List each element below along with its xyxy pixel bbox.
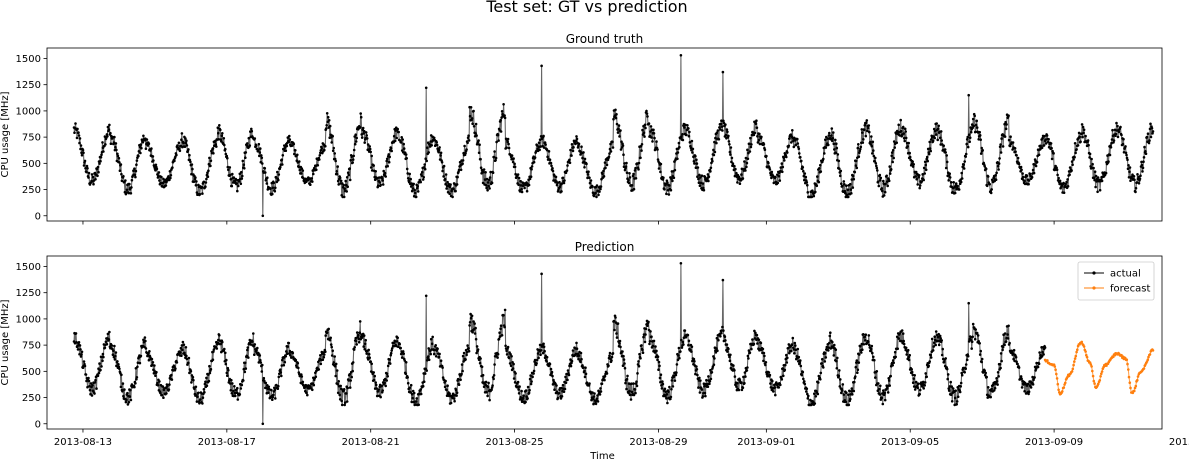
- x-tick-label: 2013-09-13: [1169, 437, 1189, 448]
- x-tick-label: 2013-08-29: [629, 437, 687, 448]
- y-tick-label: 0: [35, 211, 41, 222]
- x-tick-label: 2013-09-05: [881, 437, 939, 448]
- y-tick-label: 1250: [16, 288, 41, 299]
- x-axis-label: Time: [589, 451, 614, 461]
- legend-label-forecast: forecast: [1110, 284, 1151, 295]
- legend-box: [1077, 261, 1155, 301]
- x-tick-label: 2013-08-13: [54, 437, 112, 448]
- y-tick-label: 1250: [16, 80, 41, 91]
- y-tick-label: 1500: [16, 54, 41, 65]
- y-tick-label: 250: [22, 185, 41, 196]
- x-tick-label: 2013-09-09: [1025, 437, 1083, 448]
- y-tick-label: 250: [22, 393, 41, 404]
- x-tick-label: 2013-08-17: [198, 437, 256, 448]
- axes-frame: [46, 255, 1163, 430]
- panel-title: Prediction: [575, 240, 635, 254]
- y-tick-label: 500: [22, 367, 41, 378]
- figure-suptitle: Test set: GT vs prediction: [485, 0, 687, 16]
- y-tick-label: 750: [22, 133, 41, 144]
- legend-marker-actual: [1092, 271, 1096, 275]
- y-axis-label: CPU usage [MHz]: [0, 299, 11, 385]
- y-tick-label: 1000: [16, 314, 41, 325]
- panel-title: Ground truth: [566, 32, 644, 46]
- series-markers-ground-truth: [72, 54, 1155, 218]
- y-tick-label: 500: [22, 159, 41, 170]
- x-tick-label: 2013-09-01: [737, 437, 795, 448]
- y-tick-label: 0: [35, 419, 41, 430]
- series-markers-forecast: [1043, 340, 1155, 396]
- x-tick-label: 2013-08-25: [486, 437, 544, 448]
- legend: actual forecast: [1077, 261, 1155, 301]
- axes-frame: [46, 47, 1163, 222]
- plot-area: [72, 54, 1155, 218]
- y-tick-label: 750: [22, 341, 41, 352]
- plot-area: [72, 261, 1155, 426]
- y-tick-label: 1000: [16, 106, 41, 117]
- y-tick-label: 1500: [16, 262, 41, 273]
- series-markers-actual: [72, 261, 1047, 426]
- x-tick-label: 2013-08-21: [342, 437, 400, 448]
- legend-label-actual: actual: [1110, 269, 1141, 280]
- y-axis-label: CPU usage [MHz]: [0, 91, 11, 177]
- chart-panel-ground-truth: Ground truth 0 250 500 750 1000 1250 1500 CPU us…: [0, 32, 1163, 225]
- legend-marker-forecast: [1092, 286, 1096, 290]
- chart-panel-prediction: Prediction 0 250 500 750 1000 1250 1500 2013-08-…: [0, 240, 1189, 461]
